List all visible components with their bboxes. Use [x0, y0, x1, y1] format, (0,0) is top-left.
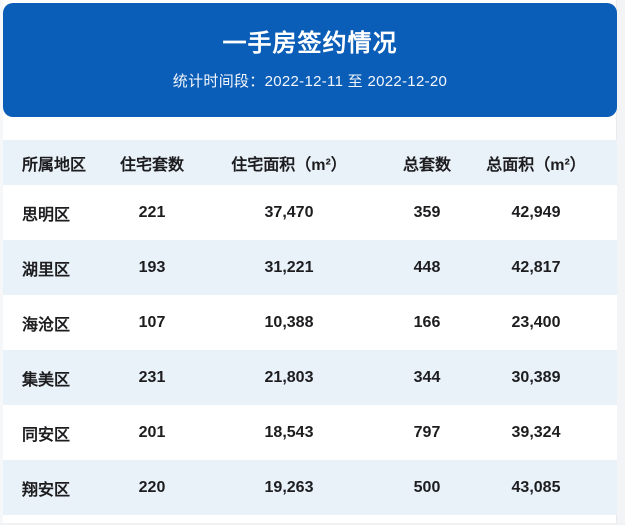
window-left-edge	[0, 0, 3, 525]
table-header-row: 所属地区 住宅套数 住宅面积（m²） 总套数 总面积（m²）	[3, 140, 617, 185]
residential-units-cell: 231	[138, 368, 166, 386]
residential-area-cell: 19,263	[264, 478, 314, 496]
residential-area-cell: 21,803	[264, 368, 314, 386]
total-units-cell: 166	[413, 313, 441, 331]
column-header-district: 所属地区	[22, 156, 87, 174]
report-card: 一手房签约情况 统计时间段：2022-12-11 至 2022-12-20 所属…	[3, 3, 617, 515]
residential-units-cell: 107	[138, 313, 166, 331]
table-row: 翔安区 220 19,263 500 43,085	[3, 460, 617, 515]
district-cell: 海沧区	[22, 316, 71, 334]
residential-area-cell: 18,543	[264, 423, 314, 441]
district-cell: 思明区	[22, 206, 71, 224]
column-header-residential-area: 住宅面积（m²）	[231, 156, 347, 174]
total-area-cell: 42,817	[511, 258, 561, 276]
total-area-cell: 42,949	[511, 203, 561, 221]
total-area-cell: 23,400	[511, 313, 561, 331]
district-cell: 湖里区	[22, 261, 71, 279]
residential-units-cell: 201	[138, 423, 166, 441]
window-scrollbar-gutter	[616, 0, 625, 525]
column-header-total-units: 总套数	[402, 156, 451, 174]
residential-units-cell: 221	[138, 203, 166, 221]
table-body: 思明区 221 37,470 359 42,949 湖里区 193 31,221 448 42,8…	[3, 185, 617, 515]
report-banner: 一手房签约情况 统计时间段：2022-12-11 至 2022-12-20	[3, 3, 617, 117]
column-header-residential-units: 住宅套数	[119, 156, 184, 174]
residential-area-cell: 37,470	[264, 203, 314, 221]
residential-units-cell: 220	[138, 478, 166, 496]
total-units-cell: 359	[413, 203, 441, 221]
column-header-total-area: 总面积（m²）	[486, 156, 586, 174]
total-units-cell: 344	[413, 368, 441, 386]
total-units-cell: 797	[413, 423, 441, 441]
window-bottom-edge	[0, 523, 625, 525]
table-row: 思明区 221 37,470 359 42,949	[3, 185, 617, 240]
total-units-cell: 448	[413, 258, 441, 276]
district-cell: 集美区	[22, 371, 71, 389]
residential-units-cell: 193	[138, 258, 166, 276]
stats-table: 所属地区 住宅套数 住宅面积（m²） 总套数 总面积（m²） 思明区 221 37,…	[3, 140, 617, 515]
table-row: 同安区 201 18,543 797 39,324	[3, 405, 617, 460]
total-area-cell: 30,389	[511, 368, 561, 386]
report-title: 一手房签约情况	[222, 29, 398, 57]
residential-area-cell: 10,388	[264, 313, 314, 331]
report-period: 统计时间段：2022-12-11 至 2022-12-20	[172, 73, 448, 91]
table-row: 湖里区 193 31,221 448 42,817	[3, 240, 617, 295]
residential-area-cell: 31,221	[264, 258, 314, 276]
total-area-cell: 39,324	[511, 423, 561, 441]
table-row: 集美区 231 21,803 344 30,389	[3, 350, 617, 405]
table-row: 海沧区 107 10,388 166 23,400	[3, 295, 617, 350]
total-units-cell: 500	[413, 478, 441, 496]
district-cell: 翔安区	[22, 481, 71, 499]
district-cell: 同安区	[22, 426, 71, 444]
total-area-cell: 43,085	[511, 478, 561, 496]
